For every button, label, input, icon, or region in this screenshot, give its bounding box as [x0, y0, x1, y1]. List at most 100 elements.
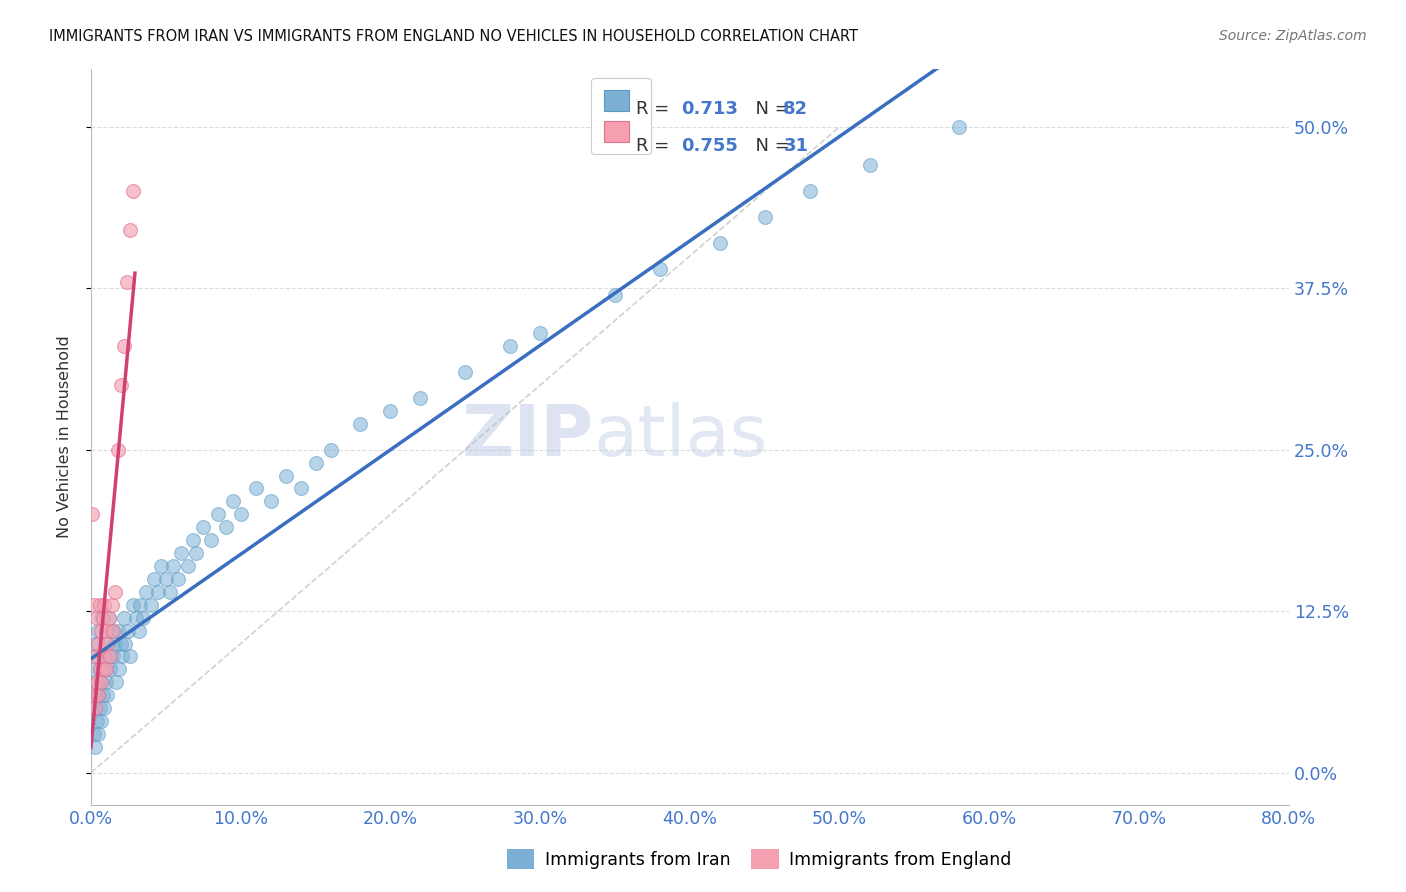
Point: [91, 649, 114, 664]
Text: 0.713: 0.713: [682, 100, 738, 118]
Point: [86, 675, 108, 690]
Point: [83, 662, 105, 676]
Point: [159, 585, 181, 599]
Point: [162, 559, 184, 574]
Point: [104, 636, 127, 650]
Point: [84, 701, 107, 715]
Point: [245, 482, 267, 496]
Point: [603, 287, 626, 301]
Point: [529, 326, 551, 341]
Point: [274, 468, 297, 483]
Point: [90, 675, 112, 690]
Point: [948, 120, 970, 134]
Point: [177, 559, 200, 574]
Point: [125, 610, 148, 624]
Point: [94, 624, 117, 638]
Point: [166, 572, 188, 586]
Point: [84, 649, 107, 664]
Point: [87, 688, 110, 702]
Point: [103, 649, 125, 664]
Point: [207, 508, 229, 522]
Point: [754, 210, 776, 224]
Point: [87, 727, 110, 741]
Point: [150, 559, 173, 574]
Point: [112, 339, 135, 353]
Legend: , : ,: [591, 78, 651, 154]
Point: [90, 675, 112, 690]
Point: [215, 520, 238, 534]
Point: [170, 546, 193, 560]
Point: [222, 494, 245, 508]
Point: [94, 662, 117, 676]
Point: [129, 598, 152, 612]
Point: [107, 442, 129, 457]
Text: 0.755: 0.755: [682, 136, 738, 155]
Point: [89, 701, 111, 715]
Point: [319, 442, 342, 457]
Point: [107, 624, 129, 638]
Text: 31: 31: [783, 136, 808, 155]
Point: [86, 714, 108, 728]
Point: [89, 662, 111, 676]
Point: [96, 636, 118, 650]
Point: [93, 662, 115, 676]
Point: [132, 610, 155, 624]
Point: [648, 261, 671, 276]
Point: [139, 598, 162, 612]
Point: [858, 158, 880, 172]
Point: [181, 533, 204, 548]
Point: [111, 649, 134, 664]
Point: [89, 662, 111, 676]
Point: [94, 636, 117, 650]
Point: [87, 636, 110, 650]
Point: [93, 649, 115, 664]
Point: [499, 339, 522, 353]
Point: [304, 456, 326, 470]
Text: ZIP: ZIP: [461, 402, 595, 471]
Text: N =: N =: [744, 100, 796, 118]
Point: [91, 662, 114, 676]
Point: [83, 727, 105, 741]
Point: [86, 649, 108, 664]
Text: N =: N =: [744, 136, 796, 155]
Point: [87, 688, 110, 702]
Point: [799, 184, 821, 198]
Text: 82: 82: [783, 100, 808, 118]
Point: [112, 610, 135, 624]
Point: [97, 610, 120, 624]
Point: [97, 649, 120, 664]
Point: [290, 482, 312, 496]
Text: IMMIGRANTS FROM IRAN VS IMMIGRANTS FROM ENGLAND NO VEHICLES IN HOUSEHOLD CORRELA: IMMIGRANTS FROM IRAN VS IMMIGRANTS FROM …: [49, 29, 858, 44]
Point: [135, 585, 157, 599]
Point: [229, 508, 252, 522]
Point: [118, 649, 141, 664]
Point: [97, 610, 120, 624]
Point: [259, 494, 281, 508]
Point: [110, 636, 132, 650]
Point: [200, 533, 222, 548]
Point: [121, 598, 143, 612]
Point: [148, 585, 170, 599]
Point: [128, 624, 150, 638]
Point: [142, 572, 165, 586]
Point: [193, 520, 215, 534]
Text: Source: ZipAtlas.com: Source: ZipAtlas.com: [1219, 29, 1367, 43]
Point: [90, 624, 112, 638]
Point: [93, 701, 115, 715]
Point: [103, 624, 125, 638]
Point: [100, 649, 122, 664]
Point: [380, 404, 402, 418]
Point: [84, 739, 107, 754]
Point: [108, 662, 131, 676]
Point: [90, 610, 112, 624]
Point: [121, 184, 143, 198]
Point: [90, 714, 112, 728]
Text: R =: R =: [636, 136, 675, 155]
Point: [454, 365, 477, 379]
Point: [709, 235, 731, 250]
Point: [82, 508, 104, 522]
Point: [89, 598, 111, 612]
Y-axis label: No Vehicles in Household: No Vehicles in Household: [58, 335, 72, 538]
Point: [82, 701, 104, 715]
Point: [118, 223, 141, 237]
